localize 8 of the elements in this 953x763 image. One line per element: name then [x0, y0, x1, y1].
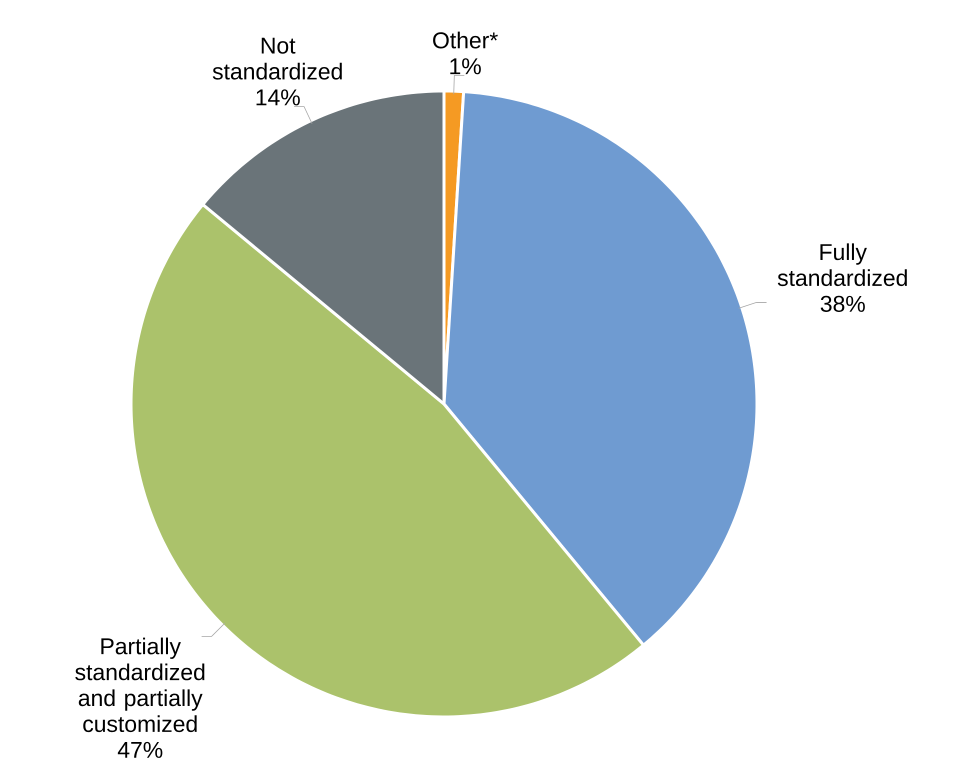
slice-label: Not standardized	[212, 38, 342, 80]
slice-label: Fully standardized	[778, 243, 907, 286]
data-label: 47%	[118, 742, 162, 758]
data-label: 1%	[450, 58, 481, 74]
data-label: 14%	[256, 89, 300, 106]
slice-label: Other*	[433, 32, 498, 48]
slice-label: Partially standardized and partially customized	[75, 638, 204, 732]
data-label: 38%	[820, 296, 865, 312]
